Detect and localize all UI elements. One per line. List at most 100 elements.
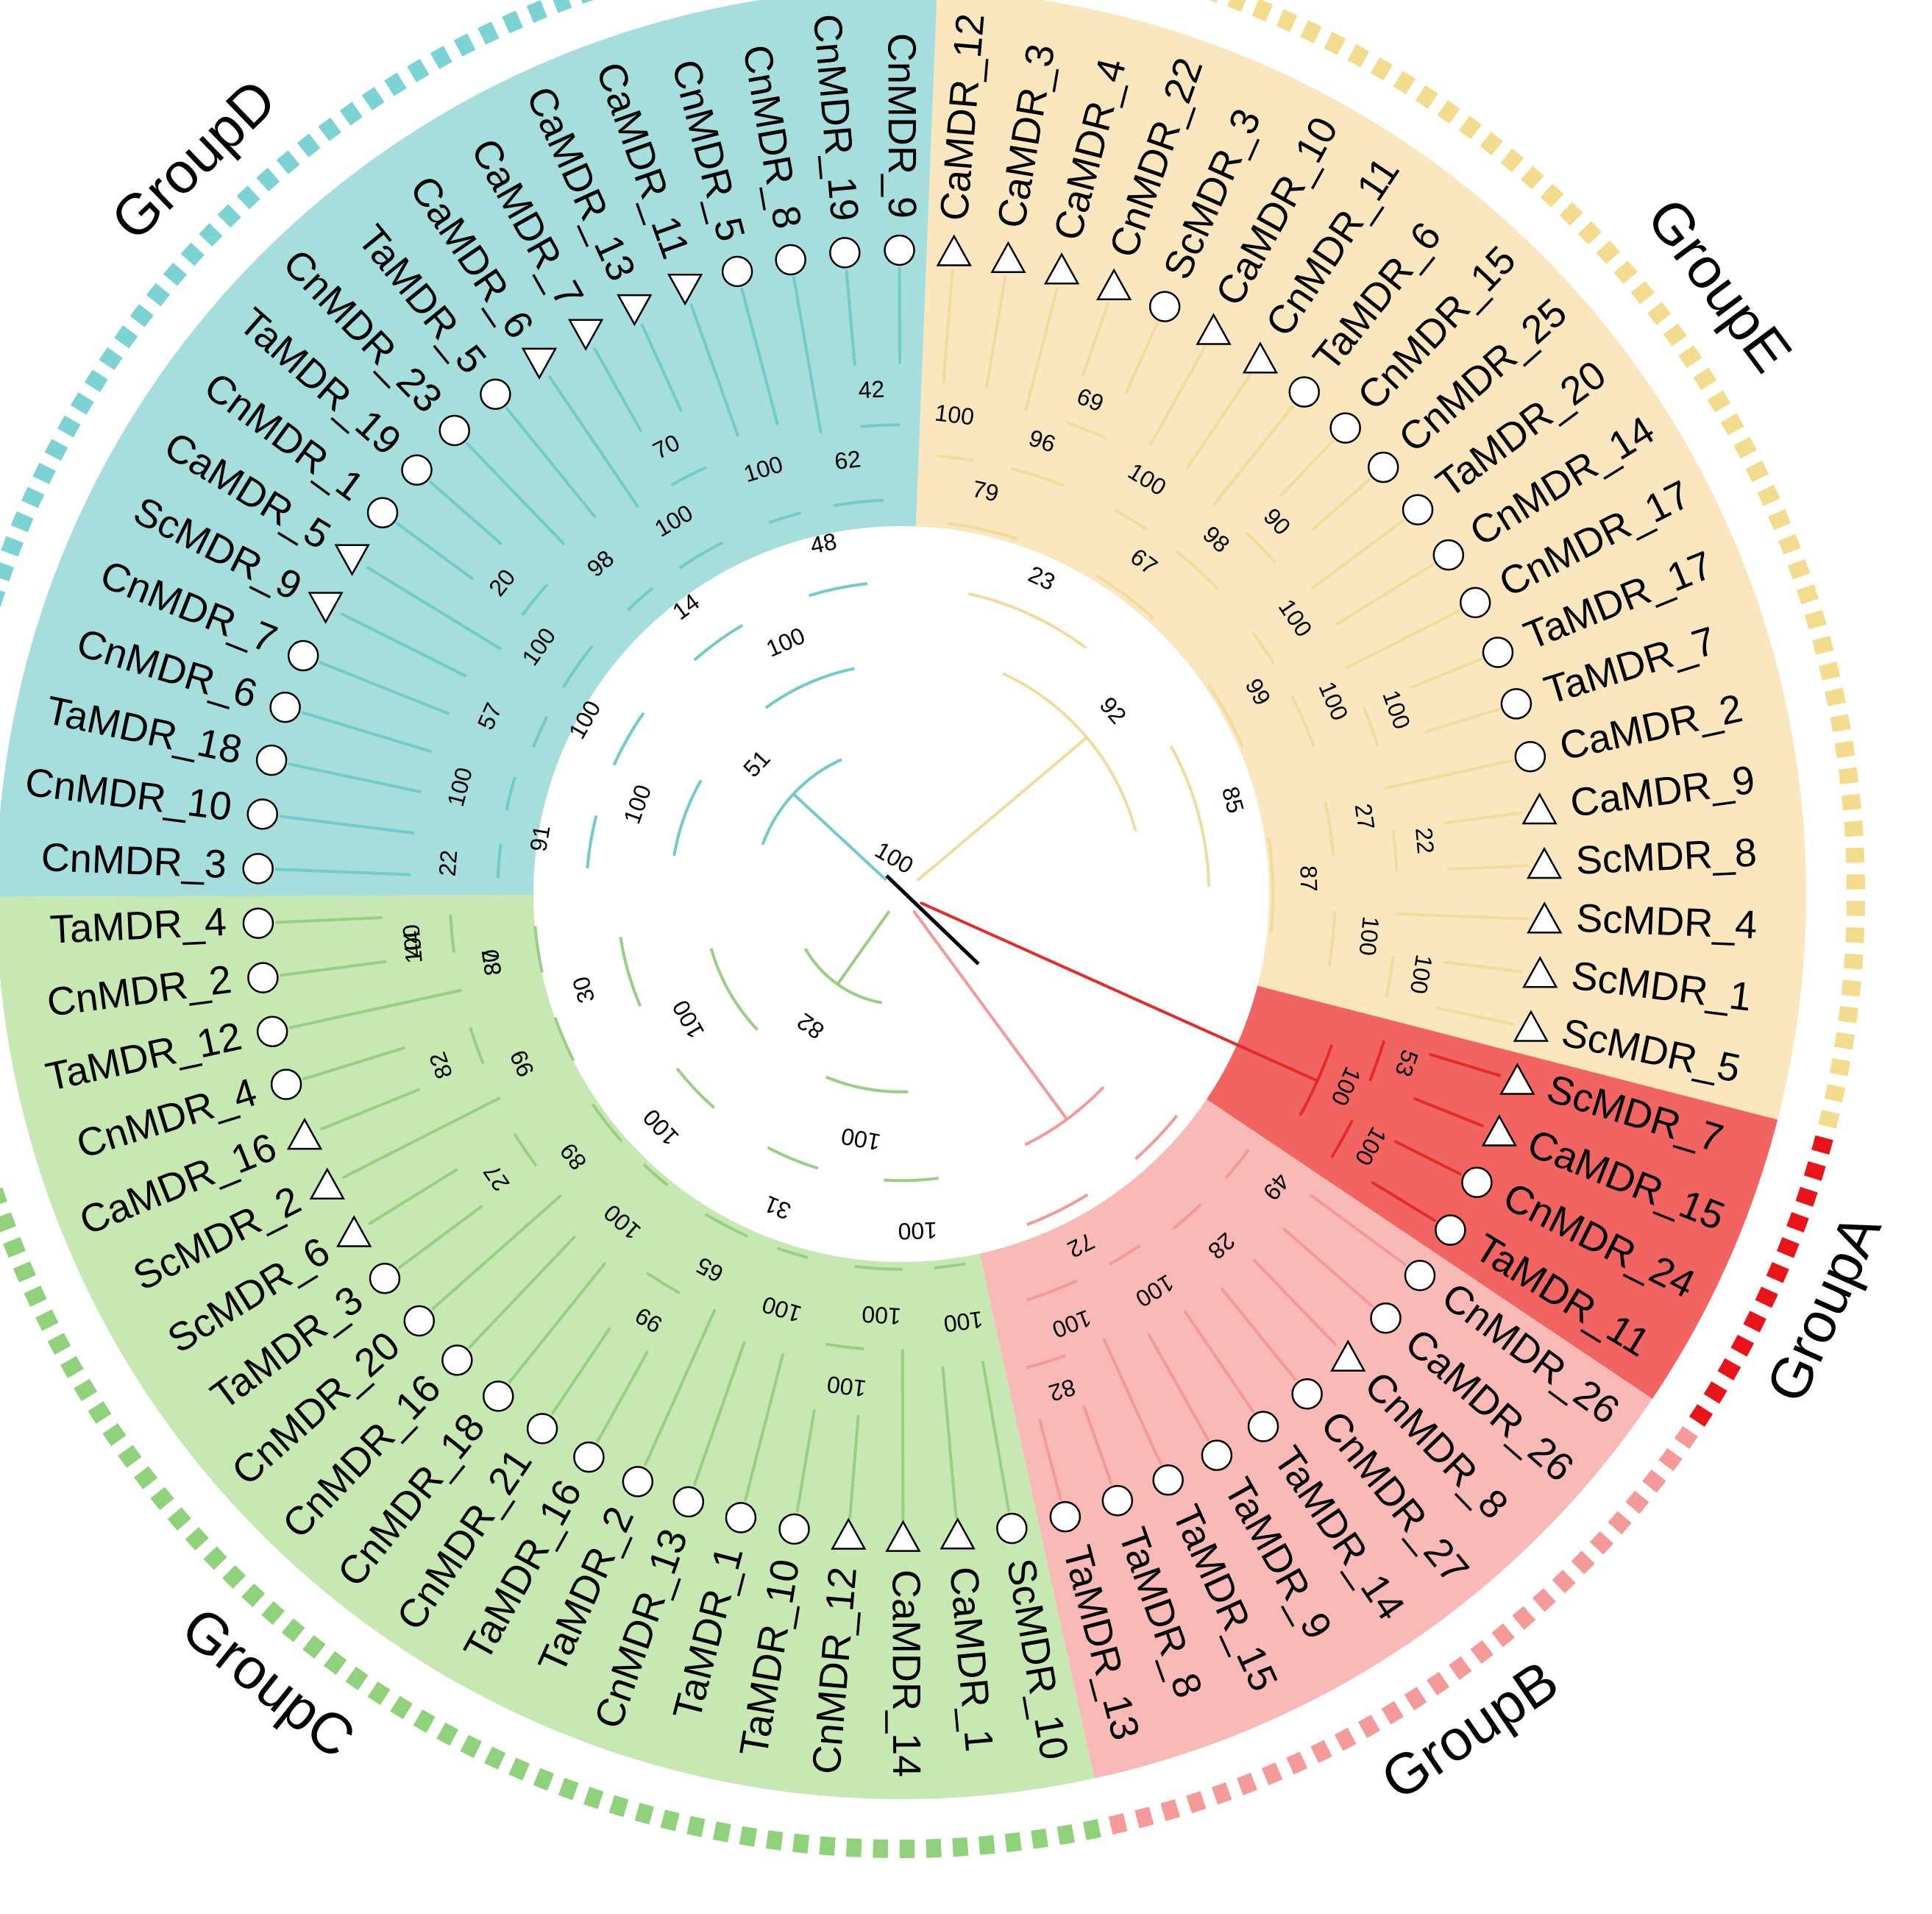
circle-marker <box>996 1512 1028 1545</box>
ring-tick <box>792 1833 809 1854</box>
ring-tick <box>526 0 547 24</box>
ring-tick <box>1310 1740 1332 1763</box>
ring-tick <box>1261 1762 1283 1786</box>
bootstrap-value: 100 <box>1405 953 1438 996</box>
branch-segment <box>1279 439 1335 497</box>
ring-tick <box>1186 1791 1207 1814</box>
sector-group-c <box>0 895 1095 1799</box>
circle-marker <box>441 1344 473 1376</box>
ring-tick <box>1842 793 1861 811</box>
ring-tick <box>1829 1057 1851 1077</box>
ring-tick <box>3 1237 26 1258</box>
group-label-e: GroupE <box>1635 186 1805 383</box>
circle-marker <box>369 1263 401 1294</box>
ring-tick <box>35 1309 59 1331</box>
circle-marker <box>482 1380 514 1412</box>
ring-tick <box>1160 1799 1181 1821</box>
circle-marker <box>1500 688 1533 720</box>
ring-tick <box>686 1815 706 1837</box>
ring-tick <box>276 150 300 174</box>
ring-tick <box>1730 1334 1755 1357</box>
ring-tick <box>583 1787 604 1810</box>
branch-segment <box>941 1366 958 1519</box>
ring-tick <box>180 242 205 266</box>
branch-segment <box>466 442 565 545</box>
ring-tick <box>13 1261 36 1283</box>
bootstrap-value: 48 <box>808 528 839 559</box>
branch-segment <box>468 1236 576 1349</box>
branch-segment <box>1310 1194 1407 1266</box>
circle-marker <box>573 1441 605 1473</box>
triangle-up-marker <box>936 234 972 266</box>
branch-segment <box>508 1262 606 1383</box>
triangle-up-marker <box>1481 1114 1517 1146</box>
ring-tick <box>1559 202 1583 226</box>
circle-marker <box>242 907 274 939</box>
branch-segment <box>302 1046 405 1081</box>
ring-tick <box>261 1601 285 1626</box>
ring-tick <box>1674 1426 1698 1450</box>
ring-tick <box>10 511 34 533</box>
ring-tick <box>318 117 341 141</box>
ring-tick <box>199 223 223 247</box>
circle-marker <box>1291 1378 1323 1410</box>
ring-tick <box>533 1768 555 1791</box>
ring-tick <box>1733 436 1757 459</box>
ring-tick <box>1056 1823 1075 1846</box>
ring-tick <box>1415 85 1438 109</box>
triangle-up-marker <box>1527 901 1563 934</box>
circle-marker <box>1404 1260 1436 1291</box>
sector-group-a <box>1207 985 1778 1399</box>
circle-marker <box>255 744 288 776</box>
ring-tick <box>390 1695 413 1720</box>
branch-segment <box>1344 609 1460 670</box>
circle-marker <box>884 234 915 266</box>
triangle-up-marker <box>286 1117 323 1150</box>
ring-tick <box>1577 221 1602 245</box>
ring-tick <box>1613 260 1638 284</box>
ring-tick <box>367 1681 391 1706</box>
ring-tick <box>1678 345 1702 369</box>
branch-segment <box>1024 286 1059 412</box>
ring-tick <box>74 1378 98 1402</box>
ring-tick <box>32 462 56 485</box>
ring-tick <box>0 590 6 606</box>
ring-tick <box>1 536 24 557</box>
ring-tick <box>129 304 154 327</box>
branch-segment <box>1435 1006 1515 1026</box>
bootstrap-value: 87 <box>1295 865 1322 892</box>
branch-segment <box>279 815 415 834</box>
ring-tick <box>1838 1006 1858 1024</box>
circle-marker <box>366 497 399 528</box>
ring-tick <box>222 1564 246 1589</box>
ring-tick <box>1777 534 1801 555</box>
ring-tick <box>1658 1447 1683 1472</box>
ring-tick <box>1766 1262 1789 1283</box>
circle-marker <box>721 255 753 288</box>
ring-tick <box>979 1835 995 1855</box>
ring-tick <box>47 1333 71 1355</box>
ring-tick <box>1625 1490 1649 1514</box>
ring-tick <box>1512 1606 1536 1630</box>
triangle-down-marker <box>521 347 558 380</box>
ring-tick <box>581 0 594 4</box>
leaf-label: CnMDR_3 <box>40 835 227 887</box>
ring-tick <box>1841 979 1861 997</box>
branch-segment <box>1221 1287 1297 1381</box>
bootstrap-value: 79 <box>970 475 1001 507</box>
branch-segment <box>1082 1405 1113 1485</box>
ring-tick <box>436 1722 459 1746</box>
branch-segment <box>593 347 642 433</box>
ring-tick <box>114 325 138 349</box>
circle-marker <box>401 454 433 486</box>
ring-tick <box>24 1285 47 1307</box>
triangle-down-marker <box>667 273 703 306</box>
branch-segment <box>640 323 683 412</box>
group-label-d: GroupD <box>99 66 288 252</box>
branch-segment <box>1082 302 1109 377</box>
branch-arc <box>619 936 642 1007</box>
ring-tick <box>60 1355 84 1378</box>
ring-tick <box>1786 1212 1809 1233</box>
ring-tick <box>430 46 452 69</box>
